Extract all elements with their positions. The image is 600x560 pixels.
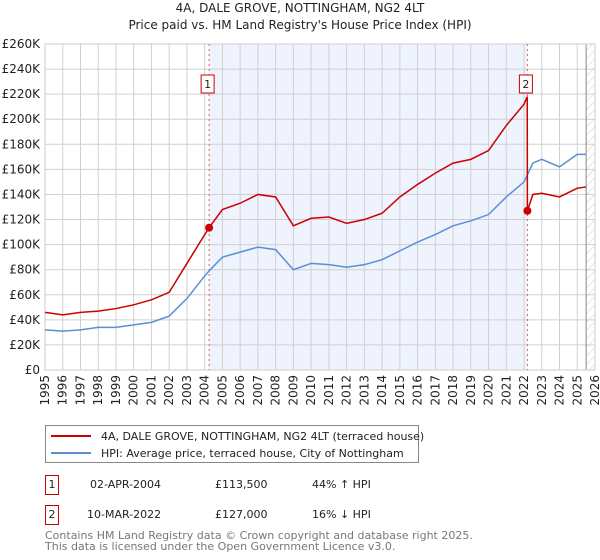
x-tick-label: 2012: [340, 375, 354, 406]
x-tick-label: 2025: [570, 375, 584, 406]
marker-box: 1: [45, 475, 59, 495]
x-tick-label: 2003: [180, 375, 194, 406]
x-tick-label: 2015: [393, 375, 407, 406]
y-tick-label: £40K: [9, 313, 41, 327]
marker-box: 2: [45, 505, 59, 525]
y-tick-label: £100K: [2, 238, 42, 252]
x-tick-label: 2013: [357, 375, 371, 406]
footer-licence: This data is licensed under the Open Gov…: [45, 540, 396, 553]
x-tick-label: 1996: [56, 375, 70, 406]
transaction-date: 10-MAR-2022: [87, 508, 162, 521]
x-tick-label: 1998: [91, 375, 105, 406]
x-tick-label: 1997: [73, 375, 87, 406]
y-tick-label: £140K: [2, 187, 42, 201]
x-tick-label: 2017: [428, 375, 442, 406]
transaction-price: £127,000: [215, 508, 268, 521]
y-tick-label: £240K: [2, 62, 42, 76]
sale-point: [523, 206, 532, 215]
transaction-row: 2 10-MAR-2022 £127,000 16% ↓ HPI: [45, 505, 445, 525]
x-tick-label: 1995: [38, 375, 52, 406]
x-tick-label: 2008: [269, 375, 283, 406]
x-tick-label: 2021: [499, 375, 513, 406]
y-tick-label: £60K: [9, 288, 41, 302]
sale-label: 2: [522, 78, 529, 91]
hpi-line: [44, 153, 587, 332]
y-tick-label: £260K: [2, 37, 42, 51]
y-tick-label: £80K: [9, 263, 41, 277]
y-tick-label: £120K: [2, 213, 42, 227]
x-tick-label: 2022: [517, 375, 531, 406]
legend-label: 4A, DALE GROVE, NOTTINGHAM, NG2 4LT (ter…: [101, 429, 425, 443]
x-tick-label: 2005: [215, 375, 229, 406]
x-tick-label: 2006: [233, 375, 247, 406]
forecast-hatch: [586, 44, 595, 370]
x-tick-label: 2010: [304, 375, 318, 406]
plot-border: [44, 43, 596, 371]
y-tick-label: £20K: [9, 338, 41, 352]
price-chart: £0 £20K £40K £60K £80K £100K £120K £140K £160K £1…: [2, 37, 600, 406]
property-price-line: [44, 96, 587, 316]
chart-subtitle: Price paid vs. HM Land Registry's House …: [128, 18, 472, 32]
x-tick-label: 2026: [588, 375, 600, 406]
x-tick-label: 2002: [162, 375, 176, 406]
x-tick-label: 1999: [109, 375, 123, 406]
x-tick-label: 2004: [198, 375, 212, 406]
transaction-row: 1 02-APR-2004 £113,500 44% ↑ HPI: [45, 475, 445, 495]
legend: 4A, DALE GROVE, NOTTINGHAM, NG2 4LT (ter…: [45, 425, 424, 463]
x-tick-label: 2009: [286, 375, 300, 406]
x-tick-label: 2019: [464, 375, 478, 406]
legend-item-hpi: HPI: Average price, terraced house, City…: [46, 445, 404, 461]
x-tick-label: 2018: [446, 375, 460, 406]
legend-swatch-red: [51, 435, 91, 437]
y-tick-label: £180K: [2, 137, 42, 151]
x-tick-label: 2014: [375, 375, 389, 406]
sale-label-box: [518, 74, 533, 94]
x-tick-label: 2024: [553, 375, 567, 406]
y-tick-label: £0: [25, 363, 40, 377]
x-tick-label: 2000: [127, 375, 141, 406]
transaction-hpi: 16% ↓ HPI: [312, 508, 371, 521]
x-tick-label: 2007: [251, 375, 265, 406]
y-tick-label: £200K: [2, 112, 42, 126]
legend-item-property: 4A, DALE GROVE, NOTTINGHAM, NG2 4LT (ter…: [46, 428, 424, 444]
sale-label: 1: [204, 78, 211, 91]
footer-copyright: Contains HM Land Registry data © Crown c…: [45, 529, 473, 542]
y-tick-label: £220K: [2, 87, 42, 101]
x-tick-label: 2016: [411, 375, 425, 406]
transaction-date: 02-APR-2004: [90, 478, 162, 491]
sale-point: [205, 223, 214, 232]
x-tick-label: 2011: [322, 375, 336, 406]
y-tick-label: £160K: [2, 162, 42, 176]
legend-swatch-blue: [51, 452, 91, 454]
transaction-hpi: 44% ↑ HPI: [312, 478, 371, 491]
x-tick-label: 2001: [144, 375, 158, 406]
sale-label-box: [200, 74, 215, 94]
x-tick-label: 2023: [535, 375, 549, 406]
sale-period-shading: [209, 44, 528, 370]
transaction-price: £113,500: [215, 478, 268, 491]
x-tick-label: 2020: [482, 375, 496, 406]
legend-label: HPI: Average price, terraced house, City…: [101, 446, 404, 460]
chart-title: 4A, DALE GROVE, NOTTINGHAM, NG2 4LT: [175, 1, 425, 15]
